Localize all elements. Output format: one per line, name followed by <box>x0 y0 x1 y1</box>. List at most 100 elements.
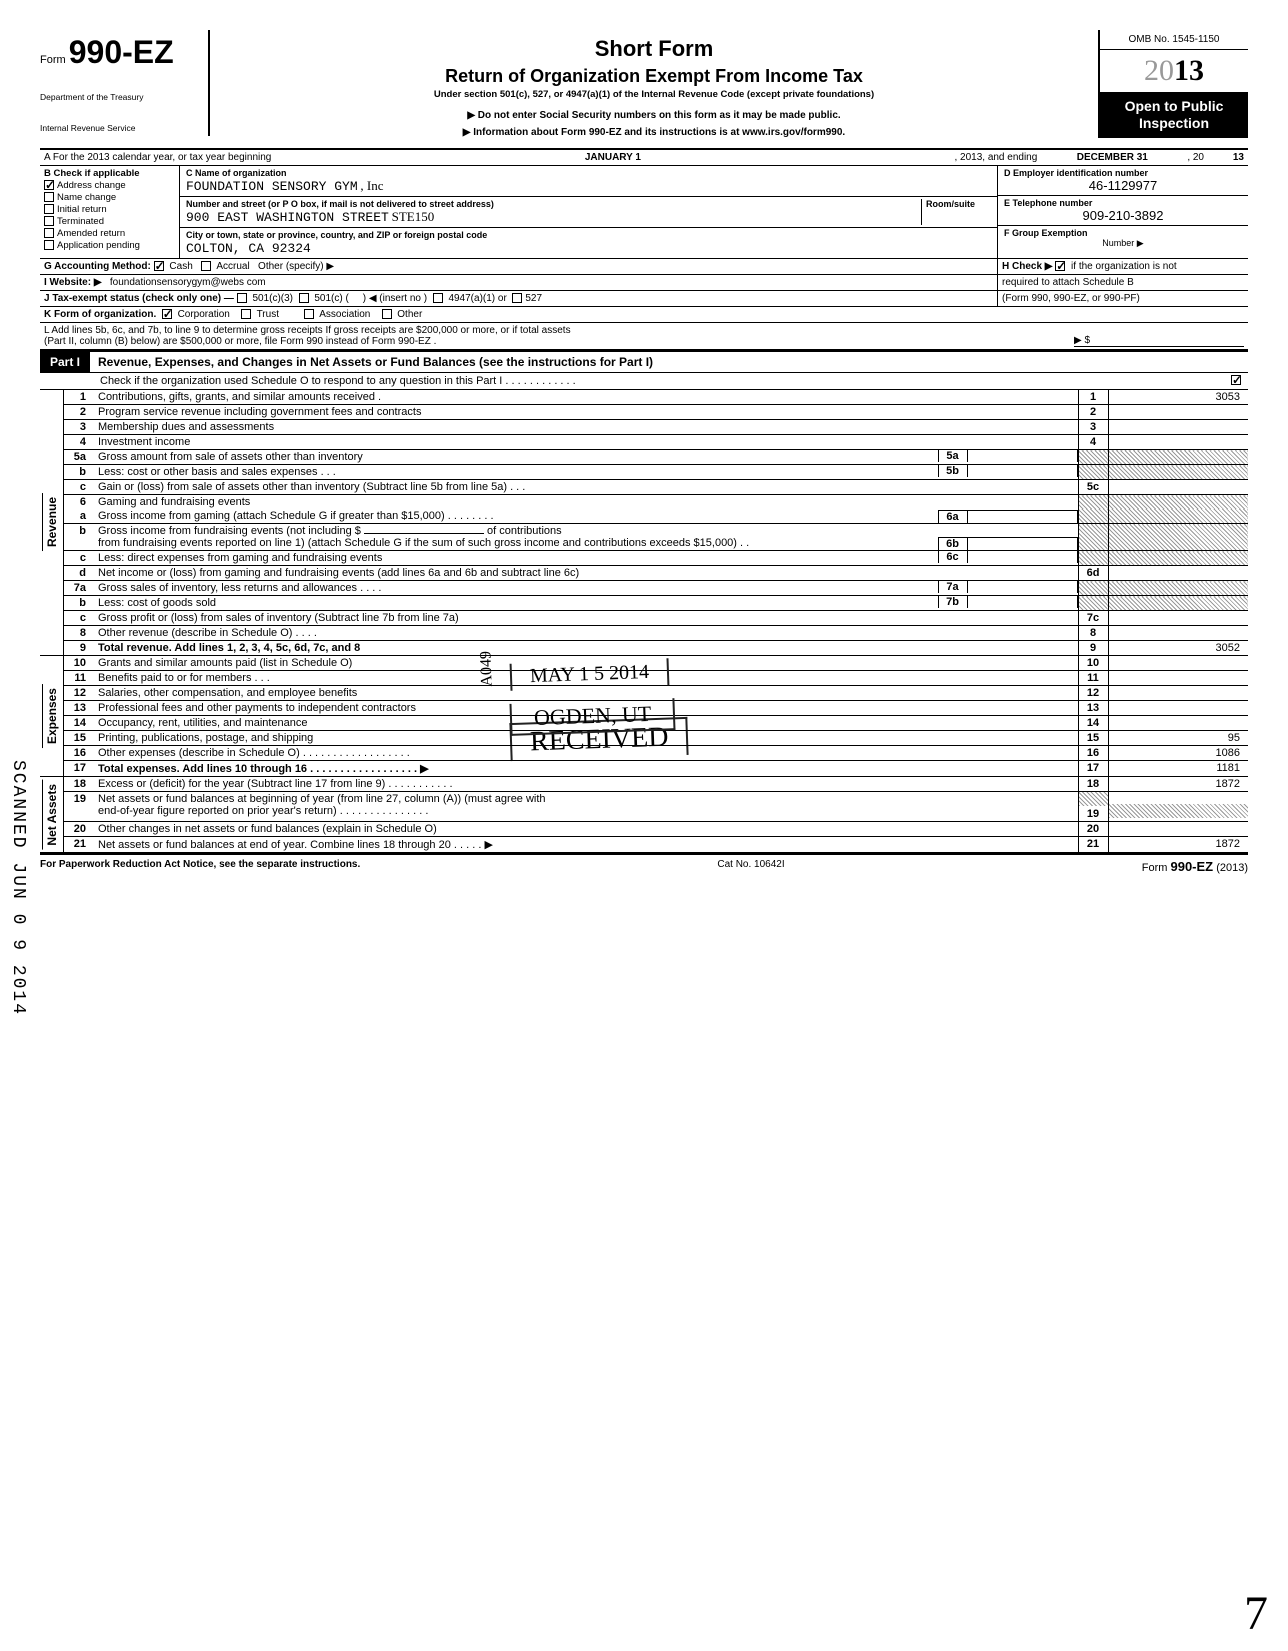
checkbox-icon[interactable] <box>512 293 522 303</box>
line7a-desc: Gross sales of inventory, less returns a… <box>94 581 1078 596</box>
mid-num: 6c <box>938 551 968 563</box>
line10-val <box>1108 656 1248 671</box>
checkbox-icon[interactable] <box>299 293 309 303</box>
line-num: 16 <box>64 746 94 761</box>
revenue-label: Revenue <box>42 493 61 551</box>
line-num: c <box>64 611 94 626</box>
b-label: Address change <box>57 180 126 191</box>
mid-val <box>968 450 1078 462</box>
checkbox-icon[interactable] <box>44 216 54 226</box>
checkbox-icon[interactable] <box>382 309 392 319</box>
d-ein-value: 46-1129977 <box>1004 178 1242 193</box>
h-line2: required to attach Schedule B <box>998 275 1248 290</box>
row-a-calendar-year: A For the 2013 calendar year, or tax yea… <box>40 150 1248 166</box>
line20-val <box>1108 822 1248 837</box>
line-num: 14 <box>64 716 94 731</box>
part1-header: Part I Revenue, Expenses, and Changes in… <box>40 350 1248 373</box>
line11-val <box>1108 671 1248 686</box>
line-rnum: 1 <box>1078 390 1108 405</box>
part1-check-line: Check if the organization used Schedule … <box>40 373 1248 390</box>
line8-val <box>1108 626 1248 641</box>
line19-desc: Net assets or fund balances at beginning… <box>94 792 1078 822</box>
b-label: Application pending <box>57 240 140 251</box>
checkbox-icon[interactable] <box>1055 261 1065 271</box>
expenses-label: Expenses <box>42 684 61 748</box>
footer-990ez: 990-EZ <box>1170 859 1213 874</box>
checkbox-icon[interactable] <box>201 261 211 271</box>
checkbox-icon[interactable] <box>44 228 54 238</box>
line21-val: 1872 <box>1108 837 1248 853</box>
checkbox-icon[interactable] <box>1231 375 1241 385</box>
checkbox-icon[interactable] <box>154 261 164 271</box>
omb-number: OMB No. 1545-1150 <box>1100 30 1248 50</box>
line-rnum: 16 <box>1078 746 1108 761</box>
open-line2: Inspection <box>1102 115 1246 132</box>
year-bold: 13 <box>1174 54 1204 87</box>
shaded <box>1108 495 1248 510</box>
b-initial-return: Initial return <box>44 204 175 215</box>
g-accrual: Accrual <box>216 261 249 272</box>
mid-val <box>968 537 1078 550</box>
line9-desc: Total revenue. Add lines 1, 2, 3, 4, 5c,… <box>94 641 1078 656</box>
under-section: Under section 501(c), 527, or 4947(a)(1)… <box>218 89 1090 100</box>
line1-val: 3053 <box>1108 390 1248 405</box>
line-rnum: 5c <box>1078 480 1108 495</box>
line6d-desc: Net income or (loss) from gaming and fun… <box>94 566 1078 581</box>
row-k: K Form of organization. Corporation Trus… <box>40 307 1248 323</box>
shaded <box>1078 465 1108 480</box>
c-name-label: C Name of organization <box>186 168 991 178</box>
shaded <box>1078 524 1108 551</box>
mid-val <box>968 581 1078 593</box>
line-rnum: 8 <box>1078 626 1108 641</box>
line10-desc: Grants and similar amounts paid (list in… <box>94 656 1078 671</box>
checkbox-icon[interactable] <box>241 309 251 319</box>
checkbox-icon[interactable] <box>44 204 54 214</box>
checkbox-icon[interactable] <box>433 293 443 303</box>
checkbox-icon[interactable] <box>44 180 54 190</box>
e-value: 909-210-3892 <box>1004 208 1242 223</box>
b-name-change: Name change <box>44 192 175 203</box>
header-left: Form 990-EZ Department of the Treasury I… <box>40 30 210 136</box>
line5c-val <box>1108 480 1248 495</box>
line17-desc: Total expenses. Add lines 10 through 16 … <box>94 761 1078 777</box>
header-center: Short Form Return of Organization Exempt… <box>210 30 1098 148</box>
l-line2: (Part II, column (B) below) are $500,000… <box>44 336 1074 347</box>
line-rnum: 13 <box>1078 701 1108 716</box>
page-footer: For Paperwork Reduction Act Notice, see … <box>40 853 1248 874</box>
b-application-pending: Application pending <box>44 240 175 251</box>
netassets-section: Net Assets 18Excess or (deficit) for the… <box>40 777 1248 853</box>
mid-val <box>968 510 1078 523</box>
footer-left: For Paperwork Reduction Act Notice, see … <box>40 859 360 874</box>
ssn-warning: ▶ Do not enter Social Security numbers o… <box>218 110 1090 121</box>
line-num: 1 <box>64 390 94 405</box>
checkbox-icon[interactable] <box>44 192 54 202</box>
b-terminated: Terminated <box>44 216 175 227</box>
checkbox-icon[interactable] <box>162 309 172 319</box>
c-room-label: Room/suite <box>921 199 991 225</box>
line6c-desc: Less: direct expenses from gaming and fu… <box>94 551 1078 566</box>
checkbox-icon[interactable] <box>237 293 247 303</box>
line18-val: 1872 <box>1108 777 1248 792</box>
line-num: 13 <box>64 701 94 716</box>
open-to-public: Open to Public Inspection <box>1100 92 1248 138</box>
checkbox-icon[interactable] <box>44 240 54 250</box>
header-right: OMB No. 1545-1150 2013 Open to Public In… <box>1098 30 1248 138</box>
d-ein: D Employer identification number 46-1129… <box>998 166 1248 196</box>
shaded <box>1108 465 1248 480</box>
k-assoc: Association <box>319 309 370 320</box>
footer-form: Form <box>1142 862 1168 874</box>
line-num: 19 <box>64 792 94 822</box>
part1-title: Revenue, Expenses, and Changes in Net As… <box>90 355 653 369</box>
e-label: E Telephone number <box>1004 198 1242 208</box>
netassets-tab: Net Assets <box>40 777 64 853</box>
row-a-yr: 13 <box>1204 152 1244 163</box>
line-rnum: 14 <box>1078 716 1108 731</box>
mid-val <box>968 551 1078 563</box>
c-city-row: City or town, state or province, country… <box>180 228 997 258</box>
shaded <box>1078 551 1108 566</box>
line-num: c <box>64 551 94 566</box>
c-name-suffix: , Inc <box>360 178 383 193</box>
b-amended: Amended return <box>44 228 175 239</box>
checkbox-icon[interactable] <box>304 309 314 319</box>
revenue-section: Revenue 1Contributions, gifts, grants, a… <box>40 390 1248 656</box>
